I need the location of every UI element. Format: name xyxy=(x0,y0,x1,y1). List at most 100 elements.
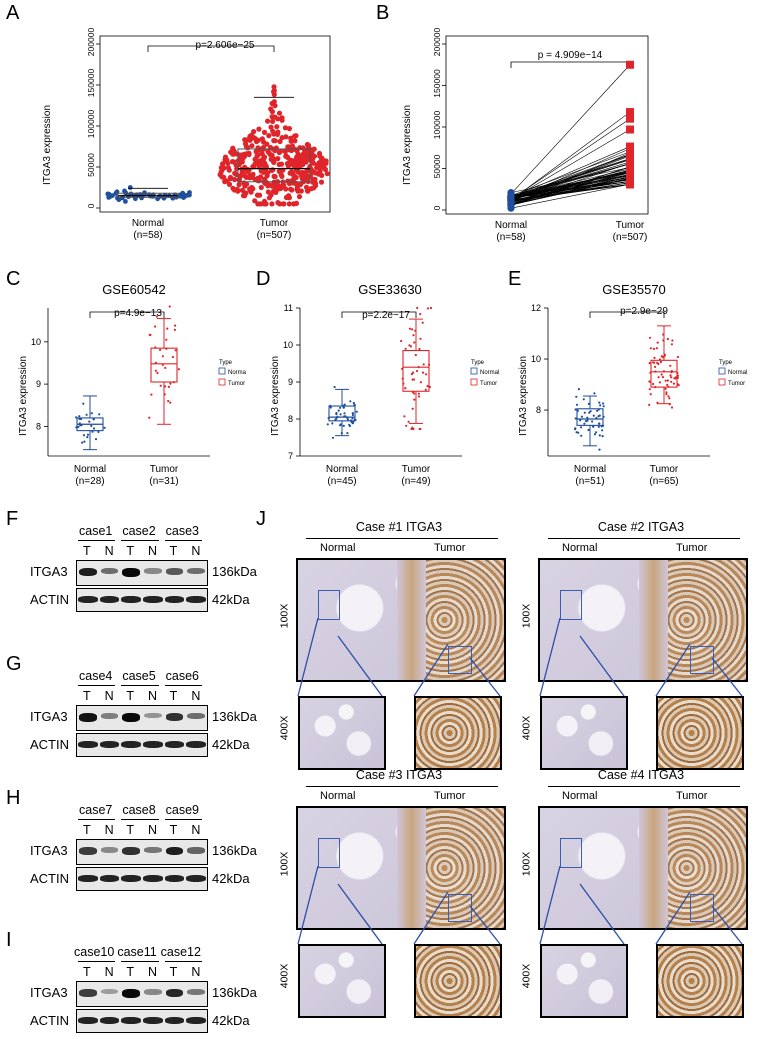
data-point xyxy=(660,355,663,358)
data-point xyxy=(161,355,164,358)
x-tick-label-n: (n=507) xyxy=(613,232,648,243)
data-point xyxy=(598,448,601,451)
actin-band xyxy=(186,875,206,882)
data-point xyxy=(273,145,279,151)
y-tick-label: 8 xyxy=(536,405,541,415)
data-point xyxy=(421,371,425,374)
data-point xyxy=(266,150,272,156)
itga3-band xyxy=(144,989,162,995)
data-point xyxy=(232,176,238,183)
itga3-band xyxy=(79,989,97,997)
mag-100x-label: 100X xyxy=(278,603,291,629)
x-tick-label-n: (n=45) xyxy=(327,476,356,487)
data-point xyxy=(81,441,84,444)
itga3-band xyxy=(100,847,119,853)
data-point xyxy=(291,163,297,169)
data-point xyxy=(575,395,578,398)
actin-band xyxy=(164,596,185,603)
itga3-band xyxy=(122,847,140,855)
ihc-title-underline xyxy=(306,786,498,788)
data-point xyxy=(334,418,337,421)
itga3-band xyxy=(187,713,205,720)
data-point xyxy=(77,425,80,428)
data-point xyxy=(416,306,419,310)
data-point xyxy=(414,353,417,357)
actin-label: ACTIN xyxy=(30,737,69,752)
mag-400x-label: 400X xyxy=(520,715,533,741)
data-point xyxy=(413,398,416,401)
data-point xyxy=(270,118,276,124)
itga3-band xyxy=(187,568,205,575)
data-point xyxy=(411,371,415,374)
data-point xyxy=(106,191,112,197)
itga3-blot xyxy=(76,839,208,865)
lane-label-t: T xyxy=(169,689,178,703)
chart-b-ylabel: ITGA3 expression xyxy=(402,105,413,185)
data-point xyxy=(159,348,162,351)
data-point xyxy=(648,336,652,339)
itga3-band xyxy=(165,713,184,721)
itga3-band xyxy=(122,989,140,998)
data-point xyxy=(343,403,346,406)
mag-400x-label: 400X xyxy=(520,963,533,989)
data-point xyxy=(287,158,293,164)
connector-line xyxy=(413,891,449,945)
actin-band xyxy=(78,875,98,882)
x-tick-label-n: (n=507) xyxy=(257,230,292,241)
panel-label-b: B xyxy=(376,2,390,24)
tumor-point xyxy=(626,171,634,180)
data-point xyxy=(156,371,159,375)
connector-line xyxy=(539,617,561,697)
case-label: case9 xyxy=(165,803,200,817)
data-point xyxy=(351,413,354,417)
data-point xyxy=(269,201,275,207)
data-point xyxy=(231,159,237,165)
data-point xyxy=(592,414,595,417)
data-point xyxy=(88,420,91,423)
data-point xyxy=(261,198,268,204)
data-point xyxy=(429,306,433,310)
data-point xyxy=(422,363,425,366)
case-label: case12 xyxy=(160,945,201,959)
actin-band xyxy=(78,596,98,603)
data-point xyxy=(346,432,349,435)
panel-label-f: F xyxy=(6,508,19,530)
mag-100x-label: 100X xyxy=(520,851,533,877)
actin-band xyxy=(121,875,141,882)
data-point xyxy=(657,362,660,366)
lane-label-t: T xyxy=(169,823,178,837)
data-point xyxy=(171,355,174,359)
legend-label: Tumor xyxy=(480,381,497,387)
itga3-band xyxy=(165,989,184,997)
data-point xyxy=(657,376,660,379)
actin-band xyxy=(143,875,163,882)
normal-label: Normal xyxy=(562,790,598,802)
data-point xyxy=(243,174,249,180)
data-point xyxy=(329,404,332,407)
data-point xyxy=(258,201,264,207)
data-point xyxy=(318,179,325,185)
significance-bracket xyxy=(89,311,165,318)
y-tick-label: 12 xyxy=(531,303,541,313)
data-point xyxy=(582,398,585,401)
data-point xyxy=(220,161,226,167)
x-tick-label-n: (n=58) xyxy=(496,232,525,243)
data-point xyxy=(670,371,673,374)
data-point xyxy=(656,341,659,344)
lane-label-t: T xyxy=(83,544,91,558)
data-point xyxy=(592,425,595,428)
actin-band xyxy=(186,1017,206,1024)
data-point xyxy=(261,129,268,135)
data-point xyxy=(93,427,96,430)
kda-label-42: 42kDa xyxy=(212,871,250,886)
x-tick-label-n: (n=65) xyxy=(649,476,678,487)
data-point xyxy=(75,416,78,419)
connector-line xyxy=(297,865,319,945)
itga3-blot xyxy=(76,981,208,1007)
data-point xyxy=(583,422,586,425)
data-point xyxy=(249,143,255,149)
data-point xyxy=(180,191,186,197)
data-point xyxy=(576,409,579,412)
ihc-400x-tumor-image xyxy=(656,944,744,1018)
data-point xyxy=(666,383,669,386)
